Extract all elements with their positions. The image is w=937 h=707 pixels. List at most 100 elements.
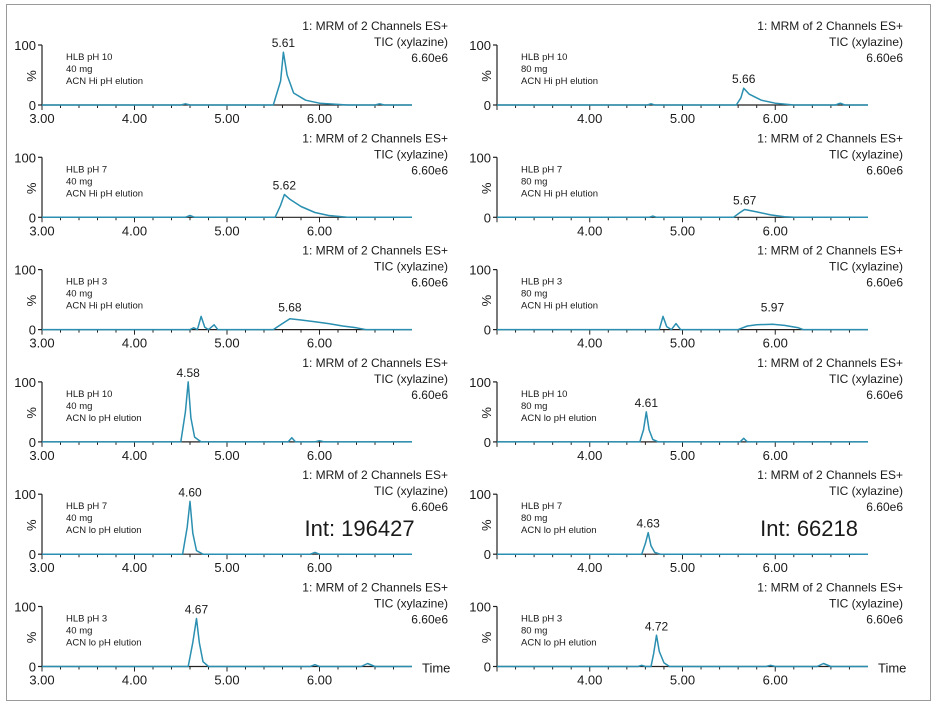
y-tick-label: 0 [29,323,36,338]
integration-annotation: Int: 196427 [305,516,415,541]
x-tick-label: 3.00 [29,336,54,351]
x-tick-label: 5.00 [670,111,695,126]
chromatogram-panel-right-4: 1: MRM of 2 Channels ES+ TIC (xylazine) 6.… [469,356,903,463]
intensity-scale: 6.60e6 [866,276,903,290]
channel-header: 1: MRM of 2 Channels ES+ [757,131,903,145]
chromatogram-trace [42,315,412,331]
sample-label-line: HLB pH 7 [66,501,107,512]
intensity-scale: 6.60e6 [411,51,448,65]
compound-label: TIC (xylazine) [374,147,448,161]
x-tick-label: 5.00 [214,560,239,575]
peak-retention-label: 5.68 [278,300,302,314]
y-tick-label: 100 [469,38,491,53]
channel-header: 1: MRM of 2 Channels ES+ [757,356,903,370]
x-tick-label: 4.00 [577,448,602,463]
chromatogram-trace [42,500,412,555]
x-tick-label: 6.00 [307,223,332,238]
y-tick-label: 100 [469,600,491,615]
x-tick-label: 6.00 [763,448,788,463]
x-tick-label: 4.00 [122,223,147,238]
x-tick-label: 5.00 [670,673,695,688]
x-tick-label: 4.00 [122,336,147,351]
x-tick-label: 3.00 [29,673,54,688]
sample-label-line: HLB pH 10 [521,52,567,63]
y-tick-label: 0 [484,435,491,450]
y-tick-label: 100 [469,263,491,278]
y-tick-label: 0 [484,98,491,113]
x-tick-label: 6.00 [763,223,788,238]
x-tick-label: 5.00 [670,448,695,463]
x-tick-label: 5.00 [214,673,239,688]
sample-label-line: ACN lo pH elution [66,525,142,536]
y-axis-unit: % [479,294,494,306]
compound-label: TIC (xylazine) [829,597,903,611]
peak-retention-label: 4.61 [635,396,659,410]
sample-label-line: 80 mg [521,176,547,187]
channel-header: 1: MRM of 2 Channels ES+ [302,131,448,145]
x-tick-label: 3.00 [29,448,54,463]
y-tick-label: 100 [14,38,36,53]
compound-label: TIC (xylazine) [829,484,903,498]
figure-frame [6,4,931,701]
sample-label-line: HLB pH 3 [66,614,107,625]
channel-header: 1: MRM of 2 Channels ES+ [757,581,903,595]
y-axis-unit: % [479,519,494,531]
sample-label-line: 40 mg [66,401,92,412]
peak-retention-label: 5.66 [732,72,756,86]
chromatogram-trace [497,208,868,219]
x-tick-label: 5.00 [214,111,239,126]
y-tick-label: 100 [14,487,36,502]
peak-retention-label: 5.62 [273,179,297,193]
compound-label: TIC (xylazine) [829,147,903,161]
intensity-scale: 6.60e6 [411,163,448,177]
y-axis-unit: % [24,182,39,194]
sample-label-line: 40 mg [66,626,92,637]
y-axis-unit: % [479,407,494,419]
x-tick-label: 4.00 [122,560,147,575]
intensity-scale: 6.60e6 [411,613,448,627]
y-tick-label: 100 [14,375,36,390]
chromatogram-panel-left-2: 1: MRM of 2 Channels ES+ TIC (xylazine) 6.… [14,131,448,238]
y-tick-label: 0 [29,210,36,225]
channel-header: 1: MRM of 2 Channels ES+ [302,468,448,482]
chromatogram-panel-right-5: 1: MRM of 2 Channels ES+ TIC (xylazine) 6.… [469,468,903,575]
chromatogram-panel-left-3: 1: MRM of 2 Channels ES+ TIC (xylazine) 6.… [14,244,448,351]
x-tick-label: 4.00 [122,111,147,126]
sample-label-line: ACN Hi pH elution [66,301,143,312]
intensity-scale: 6.60e6 [866,500,903,514]
chromatogram-trace [497,87,868,106]
y-tick-label: 100 [469,150,491,165]
compound-label: TIC (xylazine) [374,597,448,611]
x-tick-label: 5.00 [670,336,695,351]
y-tick-label: 100 [14,600,36,615]
y-tick-label: 100 [469,375,491,390]
chromatogram-trace [497,531,868,555]
sample-label-line: 40 mg [66,176,92,187]
sample-label-line: HLB pH 3 [521,277,562,288]
intensity-scale: 6.60e6 [866,51,903,65]
sample-label-line: ACN Hi pH elution [66,76,143,87]
intensity-scale: 6.60e6 [866,163,903,177]
x-tick-label: 5.00 [214,336,239,351]
y-axis-unit: % [24,70,39,82]
chromatogram-panel-right-1: 1: MRM of 2 Channels ES+ TIC (xylazine) 6.… [469,19,903,126]
channel-header: 1: MRM of 2 Channels ES+ [757,244,903,258]
x-tick-label: 6.00 [307,560,332,575]
compound-label: TIC (xylazine) [374,35,448,49]
sample-label-line: ACN Hi pH elution [66,188,143,199]
sample-label-line: HLB pH 7 [66,164,107,175]
x-tick-label: 6.00 [763,111,788,126]
chromatogram-trace [497,411,868,443]
sample-label-line: HLB pH 7 [521,164,562,175]
chromatogram-panel-right-6: 1: MRM of 2 Channels ES+ TIC (xylazine) 6.… [469,581,906,688]
x-tick-label: 3.00 [29,560,54,575]
peak-retention-label: 5.97 [761,300,785,314]
y-axis-unit: % [479,182,494,194]
sample-label-line: 40 mg [66,513,92,524]
x-tick-label: 6.00 [763,336,788,351]
y-tick-label: 0 [29,98,36,113]
sample-label-line: HLB pH 7 [521,501,562,512]
sample-label-line: ACN lo pH elution [521,638,597,649]
chromatogram-trace [42,193,412,219]
peak-retention-label: 4.67 [185,603,209,617]
